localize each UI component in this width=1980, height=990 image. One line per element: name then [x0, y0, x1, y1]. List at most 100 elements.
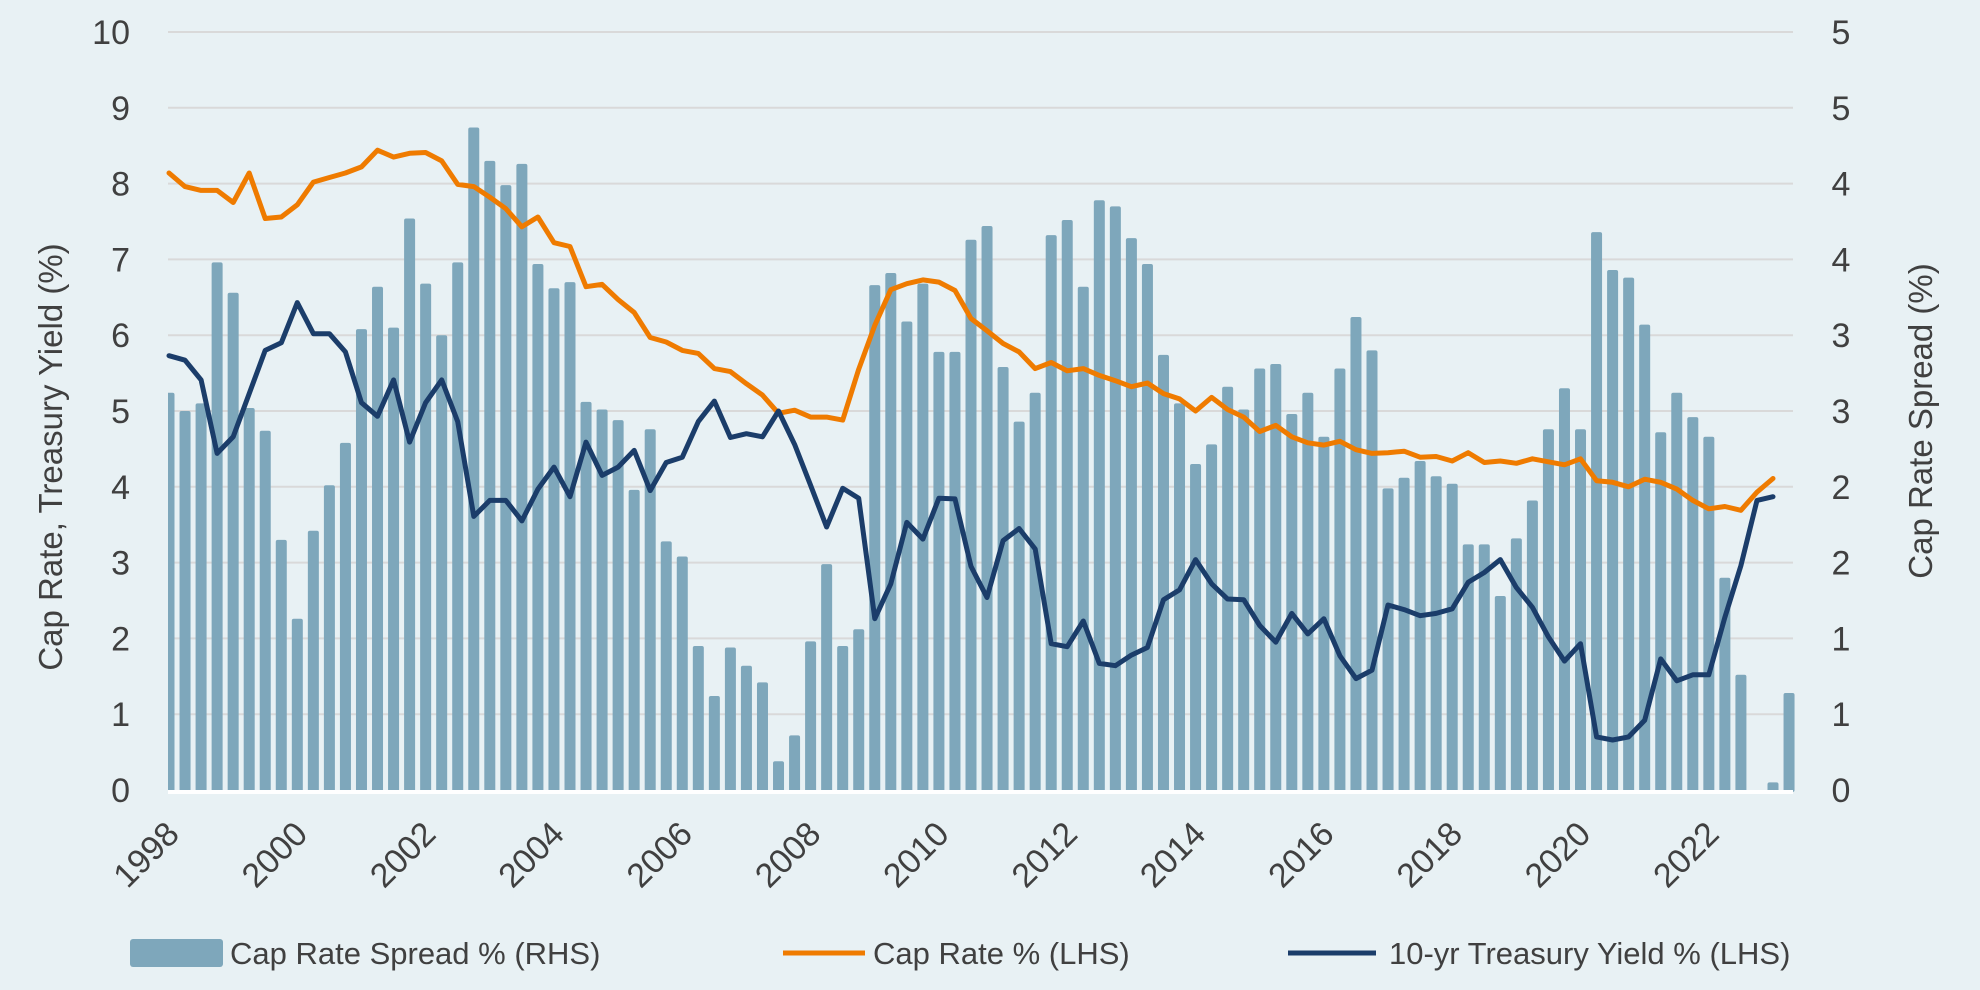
spread-bar [1430, 476, 1442, 792]
spread-bar [548, 288, 560, 792]
right-tick-label: 1 [1832, 620, 1851, 658]
x-tick-label: 2002 [363, 815, 443, 895]
spread-bar [1174, 403, 1186, 792]
right-tick-label: 3 [1832, 393, 1851, 431]
left-axis-ticks: 0 1 2 3 4 5 6 7 8 9 10 [92, 14, 130, 810]
spread-bar [1270, 364, 1282, 792]
spread-bar [740, 665, 752, 792]
spread-bar [789, 735, 801, 792]
spread-bar [1398, 477, 1410, 792]
spread-bar [933, 351, 945, 792]
right-tick-label: 0 [1832, 772, 1851, 810]
spread-bar [1222, 386, 1234, 792]
left-tick-label: 0 [111, 772, 130, 810]
spread-bar [1783, 692, 1795, 792]
x-tick-label: 2020 [1518, 815, 1598, 895]
spread-bar [708, 696, 720, 792]
legend-label-cap-rate: Cap Rate % (LHS) [873, 936, 1130, 971]
right-tick-label: 2 [1832, 469, 1851, 507]
spread-bar [1607, 270, 1619, 792]
right-tick-label: 4 [1832, 166, 1851, 204]
spread-bar [1703, 436, 1715, 792]
spread-bar [452, 262, 464, 792]
spread-bar [965, 239, 977, 792]
right-tick-label: 3 [1832, 317, 1851, 355]
spread-bar [291, 618, 303, 792]
spread-bar [1558, 388, 1570, 792]
legend-item-spread: Cap Rate Spread % (RHS) [130, 936, 600, 971]
spread-bar [676, 556, 688, 792]
spread-bar [211, 262, 223, 792]
spread-bar [259, 430, 271, 792]
left-tick-label: 7 [111, 241, 130, 279]
right-tick-label: 4 [1832, 241, 1851, 279]
spread-bar [869, 285, 881, 792]
spread-bar [468, 127, 480, 792]
spread-bar [981, 226, 993, 792]
spread-bar [1494, 595, 1506, 792]
spread-bar [307, 530, 319, 792]
left-tick-label: 8 [111, 166, 130, 204]
left-tick-label: 6 [111, 317, 130, 355]
spread-bar [1414, 461, 1426, 792]
spread-bar [1591, 232, 1603, 792]
spread-bar [227, 292, 239, 792]
spread-bar [1125, 238, 1137, 792]
spread-bar [997, 367, 1009, 792]
legend-label-spread: Cap Rate Spread % (RHS) [230, 936, 600, 971]
left-tick-label: 9 [111, 90, 130, 128]
right-tick-label: 5 [1832, 14, 1851, 52]
spread-bar [323, 485, 335, 792]
x-tick-label: 2008 [748, 815, 828, 895]
spread-bar [275, 539, 287, 792]
spread-bar [436, 335, 448, 792]
spread-bar [1446, 483, 1458, 792]
spread-bar [355, 329, 367, 792]
spread-bar [1029, 392, 1041, 792]
spread-bar [1013, 421, 1025, 792]
spread-bar [1542, 429, 1554, 792]
spread-bar [420, 283, 432, 792]
x-tick-label: 2018 [1390, 815, 1470, 895]
x-tick-label: 2004 [491, 815, 571, 895]
spread-bar [532, 263, 544, 792]
spread-bar [1093, 200, 1105, 792]
spread-bar [372, 286, 384, 792]
x-tick-label: 2016 [1261, 815, 1341, 895]
spread-bar [1671, 392, 1683, 792]
left-tick-label: 10 [92, 14, 130, 52]
spread-bar [1254, 368, 1266, 792]
cap-rate-line [166, 147, 1776, 513]
spread-bar [1462, 544, 1474, 792]
spread-bar [1157, 354, 1169, 792]
x-tick-label: 2022 [1646, 815, 1726, 895]
left-tick-label: 3 [111, 545, 130, 583]
spread-bar [692, 645, 704, 792]
spread-bar [484, 160, 496, 792]
spread-bar [168, 392, 175, 792]
spread-bar [773, 761, 785, 792]
spread-bar [500, 185, 512, 792]
right-axis-ticks: 0 1 1 2 2 3 3 4 4 5 5 [1832, 14, 1851, 810]
x-tick-label: 1998 [106, 815, 186, 895]
left-axis-title: Cap Rate, Treasury Yield (%) [32, 243, 69, 670]
spread-bar [1286, 414, 1298, 792]
spread-bar [1639, 324, 1651, 792]
spread-bar [644, 429, 656, 792]
left-tick-label: 5 [111, 393, 130, 431]
spread-bar [388, 327, 400, 792]
x-axis-ticks: 1998 2000 2002 2004 2006 2008 2010 2012 2014 2016… [106, 815, 1726, 895]
spread-bar [1350, 317, 1362, 792]
spread-bar [339, 442, 351, 792]
spread-bar [724, 647, 736, 792]
spread-bar [1382, 488, 1394, 792]
x-tick-label: 2014 [1133, 815, 1213, 895]
spread-bar [805, 641, 817, 792]
spread-bar [1510, 538, 1522, 792]
spread-bar [1478, 544, 1490, 792]
spread-bar [837, 645, 849, 792]
spread-bar [1190, 464, 1202, 792]
spread-bar [1109, 206, 1121, 792]
right-tick-label: 2 [1832, 545, 1851, 583]
